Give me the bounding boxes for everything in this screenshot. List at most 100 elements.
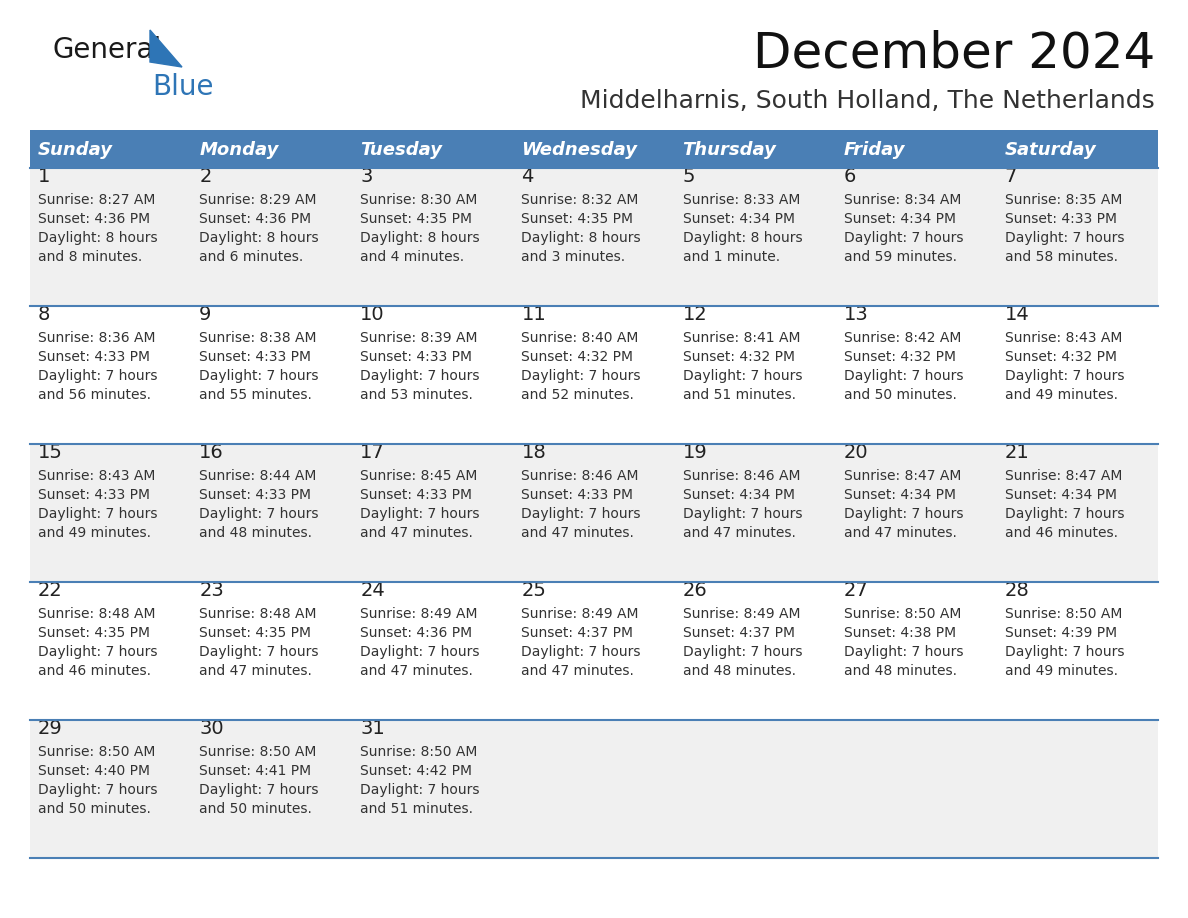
Text: Daylight: 7 hours: Daylight: 7 hours xyxy=(522,369,642,383)
Text: Sunset: 4:34 PM: Sunset: 4:34 PM xyxy=(843,212,955,226)
Text: 21: 21 xyxy=(1005,443,1030,462)
Text: Sunset: 4:35 PM: Sunset: 4:35 PM xyxy=(38,626,150,640)
Text: 30: 30 xyxy=(200,719,223,738)
Text: Sunset: 4:32 PM: Sunset: 4:32 PM xyxy=(843,350,955,364)
Bar xyxy=(353,130,513,168)
Text: and 8 minutes.: and 8 minutes. xyxy=(38,250,143,264)
Text: 25: 25 xyxy=(522,581,546,600)
Text: Sunset: 4:34 PM: Sunset: 4:34 PM xyxy=(683,488,795,502)
Text: Sunset: 4:33 PM: Sunset: 4:33 PM xyxy=(1005,212,1117,226)
Text: and 50 minutes.: and 50 minutes. xyxy=(843,388,956,402)
Text: Sunrise: 8:46 AM: Sunrise: 8:46 AM xyxy=(683,469,800,483)
Text: Thursday: Thursday xyxy=(683,141,777,159)
Text: Daylight: 7 hours: Daylight: 7 hours xyxy=(843,507,963,521)
Text: Sunrise: 8:30 AM: Sunrise: 8:30 AM xyxy=(360,193,478,207)
Text: Sunset: 4:33 PM: Sunset: 4:33 PM xyxy=(360,488,473,502)
Text: Wednesday: Wednesday xyxy=(522,141,638,159)
Text: Sunrise: 8:32 AM: Sunrise: 8:32 AM xyxy=(522,193,639,207)
Text: Sunset: 4:36 PM: Sunset: 4:36 PM xyxy=(360,626,473,640)
Bar xyxy=(30,720,1158,858)
Bar xyxy=(30,582,1158,720)
Text: Sunrise: 8:44 AM: Sunrise: 8:44 AM xyxy=(200,469,316,483)
Text: Daylight: 7 hours: Daylight: 7 hours xyxy=(200,783,318,797)
Text: Daylight: 7 hours: Daylight: 7 hours xyxy=(200,369,318,383)
Text: and 6 minutes.: and 6 minutes. xyxy=(200,250,303,264)
Text: and 58 minutes.: and 58 minutes. xyxy=(1005,250,1118,264)
Text: 31: 31 xyxy=(360,719,385,738)
Text: Sunset: 4:41 PM: Sunset: 4:41 PM xyxy=(200,764,311,778)
Text: 8: 8 xyxy=(38,305,50,324)
Text: and 46 minutes.: and 46 minutes. xyxy=(38,664,151,678)
Text: Daylight: 7 hours: Daylight: 7 hours xyxy=(843,369,963,383)
Bar xyxy=(30,168,1158,306)
Text: Sunrise: 8:35 AM: Sunrise: 8:35 AM xyxy=(1005,193,1123,207)
Text: and 47 minutes.: and 47 minutes. xyxy=(843,526,956,540)
Text: 28: 28 xyxy=(1005,581,1030,600)
Text: General: General xyxy=(52,36,162,64)
Text: Tuesday: Tuesday xyxy=(360,141,442,159)
Text: and 47 minutes.: and 47 minutes. xyxy=(200,664,312,678)
Text: Daylight: 7 hours: Daylight: 7 hours xyxy=(1005,645,1124,659)
Text: Sunrise: 8:49 AM: Sunrise: 8:49 AM xyxy=(683,607,800,621)
Text: 23: 23 xyxy=(200,581,223,600)
Text: 19: 19 xyxy=(683,443,707,462)
Text: 27: 27 xyxy=(843,581,868,600)
Text: 13: 13 xyxy=(843,305,868,324)
Text: 2: 2 xyxy=(200,167,211,186)
Text: Daylight: 7 hours: Daylight: 7 hours xyxy=(1005,231,1124,245)
Text: Sunset: 4:32 PM: Sunset: 4:32 PM xyxy=(683,350,795,364)
Text: 3: 3 xyxy=(360,167,373,186)
Bar xyxy=(513,130,675,168)
Text: Sunset: 4:35 PM: Sunset: 4:35 PM xyxy=(200,626,311,640)
Text: and 51 minutes.: and 51 minutes. xyxy=(683,388,796,402)
Text: Sunrise: 8:46 AM: Sunrise: 8:46 AM xyxy=(522,469,639,483)
Text: and 49 minutes.: and 49 minutes. xyxy=(38,526,151,540)
Text: 10: 10 xyxy=(360,305,385,324)
Text: 11: 11 xyxy=(522,305,546,324)
Text: Sunset: 4:37 PM: Sunset: 4:37 PM xyxy=(522,626,633,640)
Text: Sunrise: 8:48 AM: Sunrise: 8:48 AM xyxy=(38,607,156,621)
Text: Daylight: 8 hours: Daylight: 8 hours xyxy=(38,231,158,245)
Text: and 59 minutes.: and 59 minutes. xyxy=(843,250,956,264)
Text: Friday: Friday xyxy=(843,141,905,159)
Text: Sunrise: 8:50 AM: Sunrise: 8:50 AM xyxy=(38,745,156,759)
Text: Sunrise: 8:41 AM: Sunrise: 8:41 AM xyxy=(683,331,800,345)
Bar xyxy=(675,130,835,168)
Text: 20: 20 xyxy=(843,443,868,462)
Text: Sunrise: 8:48 AM: Sunrise: 8:48 AM xyxy=(200,607,317,621)
Text: Sunset: 4:34 PM: Sunset: 4:34 PM xyxy=(1005,488,1117,502)
Text: Sunrise: 8:47 AM: Sunrise: 8:47 AM xyxy=(1005,469,1123,483)
Text: Monday: Monday xyxy=(200,141,278,159)
Text: Sunrise: 8:33 AM: Sunrise: 8:33 AM xyxy=(683,193,800,207)
Text: Sunrise: 8:50 AM: Sunrise: 8:50 AM xyxy=(843,607,961,621)
Bar xyxy=(191,130,353,168)
Text: Sunset: 4:33 PM: Sunset: 4:33 PM xyxy=(360,350,473,364)
Text: Sunrise: 8:45 AM: Sunrise: 8:45 AM xyxy=(360,469,478,483)
Text: Sunrise: 8:50 AM: Sunrise: 8:50 AM xyxy=(200,745,316,759)
Text: Daylight: 7 hours: Daylight: 7 hours xyxy=(843,645,963,659)
Text: 1: 1 xyxy=(38,167,50,186)
Text: 4: 4 xyxy=(522,167,533,186)
Text: Sunrise: 8:43 AM: Sunrise: 8:43 AM xyxy=(1005,331,1123,345)
Text: Daylight: 7 hours: Daylight: 7 hours xyxy=(843,231,963,245)
Text: and 52 minutes.: and 52 minutes. xyxy=(522,388,634,402)
Text: Sunset: 4:42 PM: Sunset: 4:42 PM xyxy=(360,764,473,778)
Text: Daylight: 7 hours: Daylight: 7 hours xyxy=(1005,369,1124,383)
Text: Sunrise: 8:47 AM: Sunrise: 8:47 AM xyxy=(843,469,961,483)
Text: and 47 minutes.: and 47 minutes. xyxy=(522,526,634,540)
Text: Daylight: 7 hours: Daylight: 7 hours xyxy=(360,369,480,383)
Text: Sunrise: 8:38 AM: Sunrise: 8:38 AM xyxy=(200,331,317,345)
Text: and 47 minutes.: and 47 minutes. xyxy=(360,664,473,678)
Text: 6: 6 xyxy=(843,167,857,186)
Text: 15: 15 xyxy=(38,443,63,462)
Text: and 48 minutes.: and 48 minutes. xyxy=(200,526,312,540)
Text: Sunset: 4:38 PM: Sunset: 4:38 PM xyxy=(843,626,956,640)
Text: Sunrise: 8:49 AM: Sunrise: 8:49 AM xyxy=(522,607,639,621)
Text: Sunset: 4:35 PM: Sunset: 4:35 PM xyxy=(360,212,473,226)
Text: 7: 7 xyxy=(1005,167,1017,186)
Text: 24: 24 xyxy=(360,581,385,600)
Text: Sunrise: 8:49 AM: Sunrise: 8:49 AM xyxy=(360,607,478,621)
Text: and 1 minute.: and 1 minute. xyxy=(683,250,779,264)
Text: December 2024: December 2024 xyxy=(753,30,1155,78)
Text: Sunset: 4:35 PM: Sunset: 4:35 PM xyxy=(522,212,633,226)
